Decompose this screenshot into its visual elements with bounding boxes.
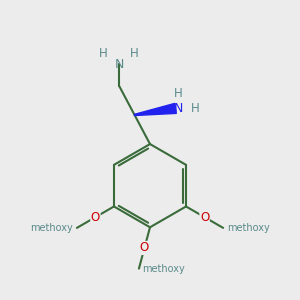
Text: methoxy: methoxy [31, 223, 73, 233]
Text: methoxy: methoxy [227, 223, 269, 233]
Text: O: O [91, 211, 100, 224]
Text: methoxy: methoxy [142, 264, 185, 274]
Text: H: H [130, 46, 139, 60]
Text: H: H [174, 87, 183, 100]
Text: O: O [140, 242, 149, 254]
Text: H: H [191, 102, 200, 115]
Text: N: N [114, 58, 124, 71]
Text: H: H [99, 46, 108, 60]
Polygon shape [134, 103, 176, 116]
Text: O: O [200, 211, 209, 224]
Text: N: N [173, 102, 183, 115]
